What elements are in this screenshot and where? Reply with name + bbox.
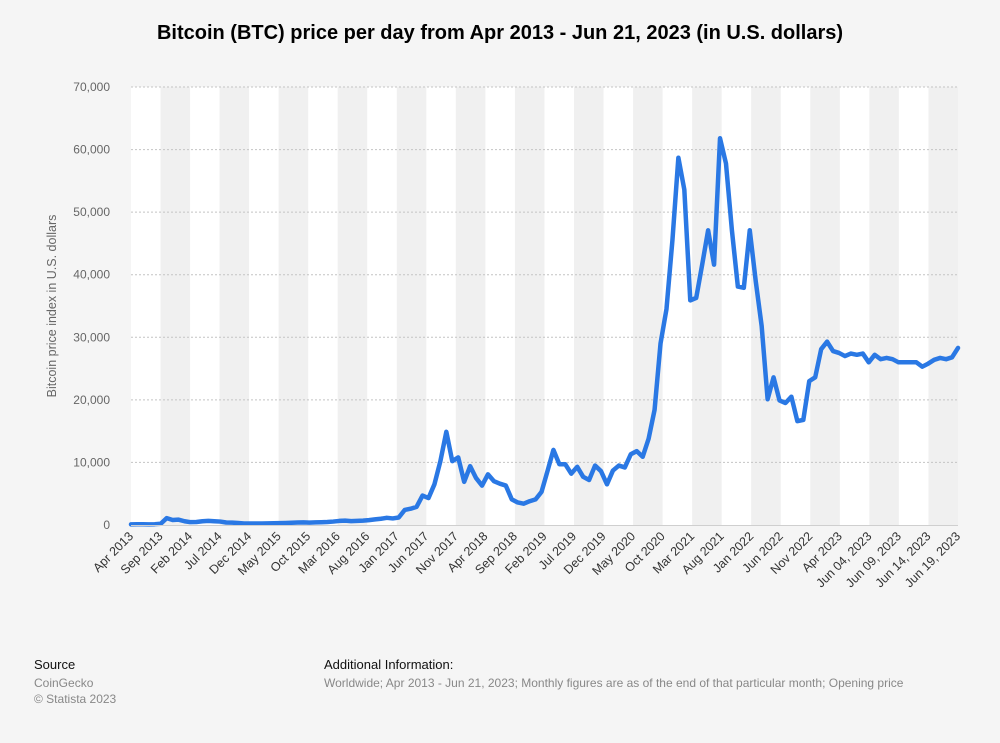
y-axis-ticks: 0 10,000 20,000 30,000 40,000 50,000 60,000 70,… xyxy=(73,80,110,532)
band xyxy=(131,87,161,525)
y-tick-label: 60,000 xyxy=(73,143,110,157)
y-tick-label: 70,000 xyxy=(73,80,110,94)
y-tick-label: 20,000 xyxy=(73,393,110,407)
band xyxy=(455,87,486,525)
band xyxy=(898,87,929,525)
band xyxy=(278,87,309,525)
band xyxy=(160,87,191,525)
band xyxy=(249,87,279,525)
band xyxy=(485,87,515,525)
band xyxy=(396,87,427,525)
band xyxy=(603,87,634,525)
band xyxy=(219,87,250,525)
series-line-btc xyxy=(128,136,961,527)
band xyxy=(869,87,899,525)
band xyxy=(574,87,604,525)
band xyxy=(839,87,870,525)
line-chart: 0 10,000 20,000 30,000 40,000 50,000 60,000 70,… xyxy=(45,80,963,590)
info-heading: Additional Information: xyxy=(324,657,454,672)
band xyxy=(721,87,752,525)
band xyxy=(544,87,575,525)
source-line-1[interactable]: CoinGecko xyxy=(34,676,94,690)
source-heading: Source xyxy=(34,657,76,672)
info-text: Worldwide; Apr 2013 - Jun 21, 2023; Mont… xyxy=(324,676,904,690)
band xyxy=(810,87,840,525)
band xyxy=(928,87,958,525)
source-line-2: © Statista 2023 xyxy=(34,692,117,706)
y-tick-label: 40,000 xyxy=(73,268,110,282)
band xyxy=(190,87,220,525)
y-tick-label: 0 xyxy=(103,518,110,532)
band xyxy=(308,87,338,525)
gridlines xyxy=(131,86,958,463)
y-tick-label: 30,000 xyxy=(73,330,110,344)
band xyxy=(514,87,545,525)
band xyxy=(751,87,781,525)
band xyxy=(337,87,368,525)
y-axis-label: Bitcoin price index in U.S. dollars xyxy=(45,215,59,398)
y-tick-label: 10,000 xyxy=(73,455,110,469)
alternating-bands xyxy=(131,87,958,525)
band xyxy=(633,87,663,525)
band xyxy=(367,87,397,525)
source-block: Source CoinGecko © Statista 2023 xyxy=(34,657,116,707)
info-block: Additional Information: Worldwide; Apr 2… xyxy=(324,657,903,691)
y-tick-label: 50,000 xyxy=(73,205,110,219)
chart-title: Bitcoin (BTC) price per day from Apr 201… xyxy=(156,22,844,44)
band xyxy=(780,87,811,525)
